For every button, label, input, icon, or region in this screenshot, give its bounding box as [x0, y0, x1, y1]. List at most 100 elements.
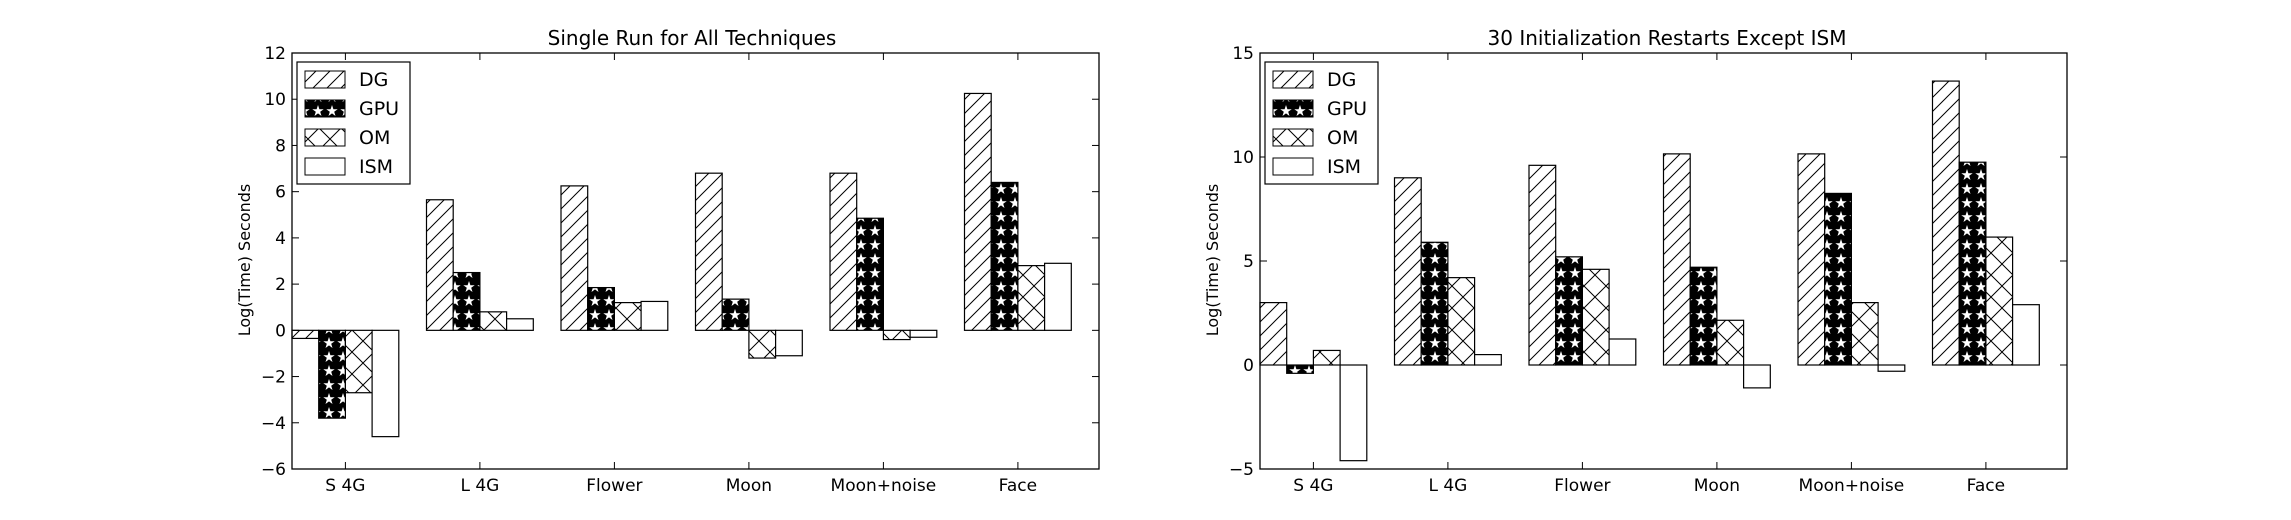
bar-ism-flower [640, 300, 669, 331]
y-axis-ticks: −5 0 5 10 15 [1229, 44, 2067, 480]
x-axis-ticks: S 4G L 4G Flower Moon Moon+noise Face [325, 53, 1037, 496]
y-tick-label: 0 [275, 321, 286, 341]
plot-frame [291, 52, 1100, 470]
chart-30-restarts: 30 Initialization Restarts Except ISM Lo… [1203, 26, 2068, 496]
chart-single-run: Single Run for All Techniques Log(Time) … [235, 26, 1100, 496]
bar-gpu-flower [1555, 256, 1583, 366]
bar-om-flower [1581, 268, 1610, 366]
bar-ism-flower [1608, 338, 1637, 366]
x-tick-label: Face [1967, 476, 2005, 496]
y-axis-ticks: −6 −4 −2 0 2 4 6 8 10 12 [261, 44, 1099, 480]
bar-ism-l-4g [1473, 354, 1502, 366]
y-tick-label: 15 [1232, 44, 1254, 64]
y-tick-label: −2 [261, 368, 286, 388]
y-tick-label: 6 [275, 183, 286, 203]
chart-title: Single Run for All Techniques [548, 26, 837, 50]
legend-label-ism: ISM [359, 156, 393, 178]
y-tick-label: 8 [275, 136, 286, 156]
legend-label-om: OM [1327, 127, 1358, 149]
x-tick-label: Flower [1554, 476, 1610, 496]
legend-swatch-gpu [1272, 99, 1314, 118]
legend-swatch-dg [304, 70, 346, 89]
bar-om-l-4g [479, 311, 508, 331]
y-tick-label: −5 [1229, 460, 1254, 480]
bar-dg-flower [560, 185, 589, 331]
bar-dg-s-4g [291, 329, 320, 340]
legend-swatch-ism [304, 157, 346, 176]
x-tick-label: Moon [1694, 476, 1740, 496]
legend-label-dg: DG [1327, 69, 1356, 91]
bar-om-face [1985, 236, 2014, 366]
bar-ism-face [2011, 304, 2040, 366]
legend-swatch-om [1272, 128, 1314, 147]
bar-om-s-4g [344, 329, 373, 394]
bar-ism-moon-noise [909, 329, 938, 338]
bar-om-moon-noise [882, 329, 911, 341]
bar-om-face [1017, 265, 1046, 331]
bar-gpu-face [990, 181, 1019, 331]
bar-gpu-flower [587, 286, 616, 331]
bar-gpu-s-4g [1286, 364, 1314, 374]
legend-swatch-om [304, 128, 346, 147]
bar-dg-face [963, 92, 992, 331]
bar-ism-moon-noise [1877, 364, 1906, 372]
y-tick-label: 4 [275, 229, 286, 249]
legend: DG GPU OM ISM [296, 61, 411, 185]
bar-gpu-l-4g [452, 271, 481, 331]
legend-label-ism: ISM [1327, 156, 1361, 178]
bar-ism-moon [774, 329, 803, 357]
bar-group [291, 92, 1072, 438]
y-axis-label: Log(Time) Seconds [235, 184, 254, 337]
bar-ism-s-4g [371, 329, 400, 438]
y-tick-label: 10 [1232, 148, 1254, 168]
bar-dg-l-4g [425, 199, 454, 331]
bar-gpu-moon [1689, 266, 1718, 366]
y-tick-label: 12 [264, 44, 286, 64]
x-tick-label: Flower [586, 476, 642, 496]
bar-om-moon [748, 329, 777, 359]
bar-dg-moon [1662, 153, 1691, 366]
bar-dg-l-4g [1393, 177, 1422, 366]
bar-dg-face [1931, 80, 1960, 366]
legend-swatch-gpu [304, 99, 346, 118]
legend-label-gpu: GPU [359, 98, 399, 120]
x-tick-label: Moon [726, 476, 772, 496]
bar-om-moon [1716, 319, 1745, 366]
legend-swatch-dg [1272, 70, 1314, 89]
bar-gpu-moon [721, 298, 750, 331]
bar-om-flower [613, 302, 642, 331]
x-tick-label: Face [999, 476, 1037, 496]
bar-gpu-l-4g [1420, 241, 1449, 366]
y-tick-label: 10 [264, 90, 286, 110]
legend-swatch-ism [1272, 157, 1314, 176]
chart-title: 30 Initialization Restarts Except ISM [1488, 26, 1847, 50]
y-tick-label: 2 [275, 275, 286, 295]
x-tick-label: L 4G [1428, 476, 1467, 496]
legend: DG GPU OM ISM [1264, 61, 1379, 185]
bar-ism-moon [1742, 364, 1771, 389]
bar-dg-s-4g [1259, 302, 1288, 366]
bar-om-s-4g [1312, 349, 1341, 366]
bar-ism-l-4g [506, 318, 534, 331]
x-tick-label: S 4G [325, 476, 365, 496]
x-tick-label: S 4G [1293, 476, 1333, 496]
bar-ism-s-4g [1339, 364, 1368, 462]
legend-label-gpu: GPU [1327, 98, 1367, 120]
bar-gpu-face [1958, 161, 1987, 366]
x-tick-label: Moon+noise [831, 476, 937, 496]
bar-ism-face [1043, 262, 1072, 331]
bar-dg-moon-noise [1797, 153, 1826, 366]
y-axis-label: Log(Time) Seconds [1203, 184, 1222, 337]
bar-om-l-4g [1447, 277, 1476, 366]
y-tick-label: −6 [261, 460, 286, 480]
bar-gpu-s-4g [318, 329, 347, 419]
x-tick-label: Moon+noise [1799, 476, 1905, 496]
bar-dg-flower [1528, 164, 1557, 366]
bar-dg-moon [694, 172, 723, 331]
bar-group [1259, 80, 2040, 462]
bar-om-moon-noise [1850, 302, 1879, 366]
legend-label-om: OM [359, 127, 390, 149]
y-tick-label: 0 [1243, 356, 1254, 376]
x-tick-label: L 4G [460, 476, 499, 496]
